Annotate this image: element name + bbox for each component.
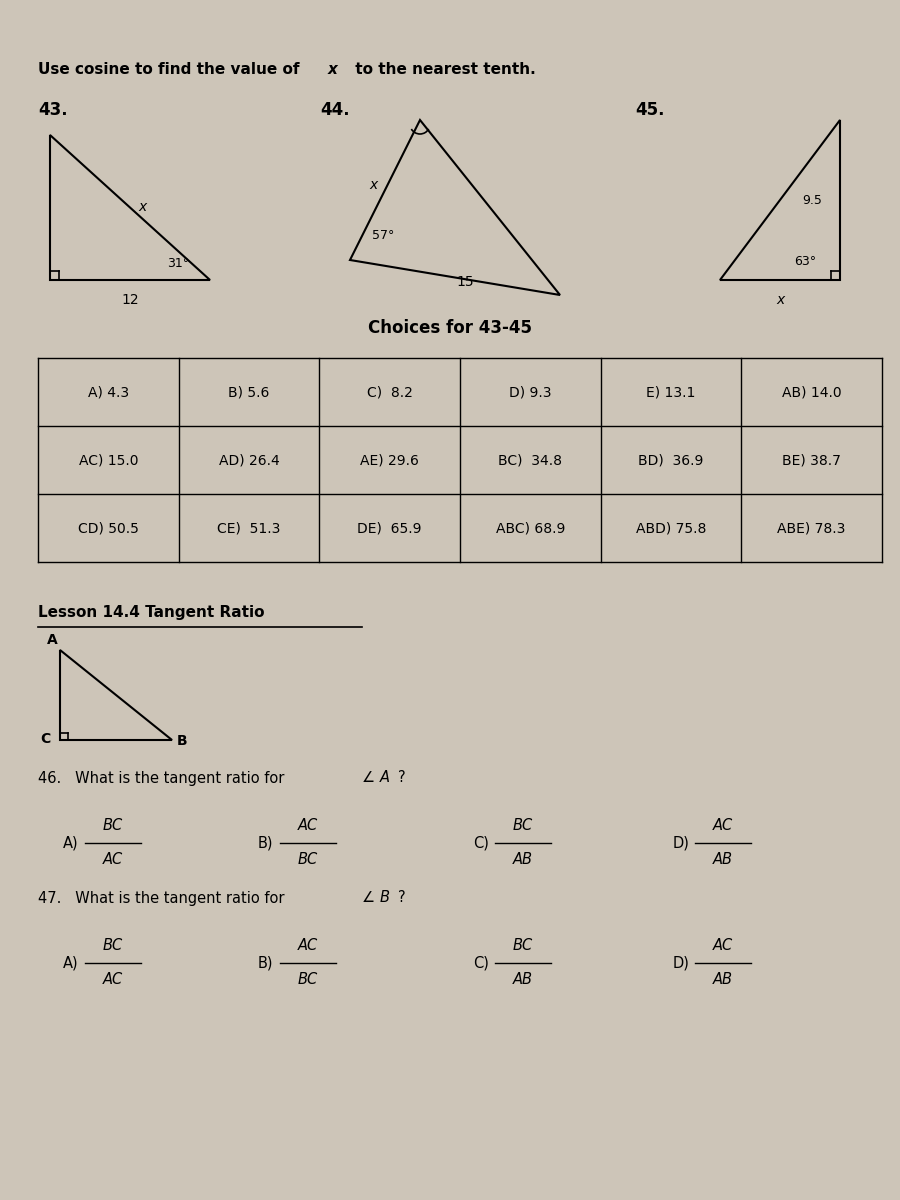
Text: 31°: 31° [166, 257, 189, 270]
Text: 63°: 63° [794, 256, 816, 268]
Text: E) 13.1: E) 13.1 [646, 385, 696, 398]
Text: AC: AC [713, 938, 734, 954]
Text: BC: BC [103, 938, 123, 954]
Text: AD) 26.4: AD) 26.4 [219, 452, 279, 467]
Text: x: x [328, 62, 338, 78]
Text: x: x [138, 200, 146, 215]
Text: D) 9.3: D) 9.3 [509, 385, 552, 398]
Text: BC)  34.8: BC) 34.8 [499, 452, 562, 467]
Text: ABC) 68.9: ABC) 68.9 [496, 521, 565, 535]
Text: Lesson 14.4 Tangent Ratio: Lesson 14.4 Tangent Ratio [38, 605, 265, 619]
Text: BD)  36.9: BD) 36.9 [638, 452, 704, 467]
Text: 46.   What is the tangent ratio for: 46. What is the tangent ratio for [38, 770, 289, 786]
Text: ?: ? [398, 890, 406, 906]
Text: B): B) [258, 955, 274, 971]
Text: 44.: 44. [320, 101, 349, 119]
Text: CE)  51.3: CE) 51.3 [217, 521, 281, 535]
Text: BC: BC [103, 818, 123, 834]
Text: BC: BC [513, 938, 533, 954]
Text: AC: AC [103, 972, 123, 988]
Text: 57°: 57° [372, 229, 394, 242]
Text: Use cosine to find the value of: Use cosine to find the value of [38, 62, 305, 78]
Text: A): A) [63, 835, 78, 851]
Text: A): A) [63, 955, 78, 971]
Text: BC: BC [298, 972, 318, 988]
Text: 43.: 43. [38, 101, 68, 119]
Text: ?: ? [398, 770, 406, 786]
Text: B: B [177, 734, 187, 748]
Text: to the nearest tenth.: to the nearest tenth. [350, 62, 536, 78]
Text: BC: BC [298, 852, 318, 868]
Text: A) 4.3: A) 4.3 [88, 385, 129, 398]
Text: AC: AC [298, 938, 318, 954]
Text: Choices for 43-45: Choices for 43-45 [368, 319, 532, 337]
Text: C): C) [473, 835, 489, 851]
Text: 9.5: 9.5 [802, 193, 822, 206]
Text: AB) 14.0: AB) 14.0 [782, 385, 842, 398]
Text: A: A [47, 634, 58, 647]
Text: AB: AB [713, 852, 733, 868]
Text: AC: AC [298, 818, 318, 834]
Text: AB: AB [713, 972, 733, 988]
Text: AB: AB [513, 852, 533, 868]
Text: D): D) [673, 955, 690, 971]
Text: AC) 15.0: AC) 15.0 [78, 452, 138, 467]
Text: AC: AC [713, 818, 734, 834]
Text: B) 5.6: B) 5.6 [229, 385, 270, 398]
Text: BE) 38.7: BE) 38.7 [782, 452, 842, 467]
Text: ABD) 75.8: ABD) 75.8 [635, 521, 706, 535]
Text: C)  8.2: C) 8.2 [366, 385, 412, 398]
Text: AE) 29.6: AE) 29.6 [360, 452, 419, 467]
Text: ABE) 78.3: ABE) 78.3 [778, 521, 846, 535]
Text: A: A [380, 770, 390, 786]
Text: C): C) [473, 955, 489, 971]
Text: 15: 15 [456, 275, 473, 289]
Text: x: x [776, 293, 784, 307]
Text: 47.   What is the tangent ratio for: 47. What is the tangent ratio for [38, 890, 289, 906]
Text: 12: 12 [122, 293, 139, 307]
Text: AC: AC [103, 852, 123, 868]
Text: ∠: ∠ [362, 770, 375, 786]
Text: ∠: ∠ [362, 890, 375, 906]
Text: C: C [40, 732, 50, 746]
Text: AB: AB [513, 972, 533, 988]
Text: x: x [369, 178, 377, 192]
Text: B: B [380, 890, 390, 906]
Text: D): D) [673, 835, 690, 851]
Text: 45.: 45. [635, 101, 664, 119]
Text: B): B) [258, 835, 274, 851]
Text: BC: BC [513, 818, 533, 834]
Text: DE)  65.9: DE) 65.9 [357, 521, 422, 535]
Text: CD) 50.5: CD) 50.5 [78, 521, 139, 535]
